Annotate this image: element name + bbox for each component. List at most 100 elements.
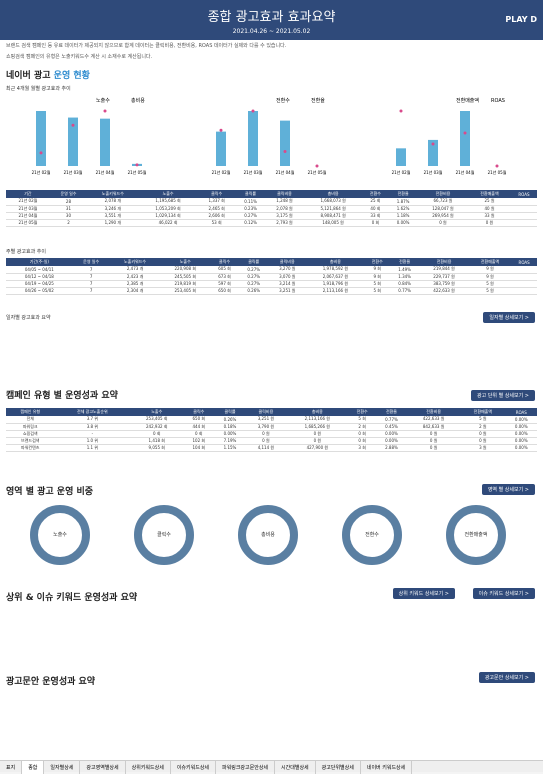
col-header: 전환비용: [419, 258, 469, 266]
table-cell: 0 원: [245, 437, 287, 445]
table-cell: 444 회: [183, 423, 215, 431]
sheet-tab[interactable]: 상위키워드상세: [126, 761, 171, 774]
col-header: 운영 일수: [49, 190, 88, 198]
table-cell: [510, 198, 537, 206]
col-header: ROAS: [505, 408, 537, 416]
table-cell: 219,844 원: [419, 266, 469, 274]
monthly-table: 기간 운영 일수 노출키워드수 노출수 클릭수 클릭률 클릭비용 총비용 전환수 전환율 전환비용 전…: [6, 190, 537, 227]
table-cell: 9 회: [364, 266, 390, 274]
col-header: 전환매출액: [468, 190, 511, 198]
table-cell: 1,195,685 회: [138, 198, 198, 206]
sheet-tab[interactable]: 광고단위별상세: [316, 761, 361, 774]
table-cell: 3,270 원: [268, 266, 307, 274]
top-keyword-detail-button[interactable]: 상위 키워드 상세보기 >: [392, 588, 455, 599]
table-cell: 2,113,166 원: [306, 287, 365, 295]
legend-entry: 전환수: [276, 97, 290, 104]
table-row: 21년 03월 31 3,246 개 1,053,209 회 2,465 회 0.23% 2…: [6, 205, 537, 213]
table-cell: [511, 287, 537, 295]
col-header: 전환비용: [407, 408, 461, 416]
monthly-table-head: 기간 운영 일수 노출키워드수 노출수 클릭수 클릭률 클릭비용 총비용 전환수 전환율 전환비용 전…: [6, 190, 537, 198]
section-naver-title: 네이버 광고 운영 현황: [6, 71, 90, 81]
table-cell: 5,121,864 원: [303, 205, 363, 213]
monthly-table-wrap: 기간 운영 일수 노출키워드수 노출수 클릭수 클릭률 클릭비용 총비용 전환수 전환율 전환비용 전…: [0, 190, 543, 227]
table-cell: 0 원: [468, 219, 511, 227]
x-tick-label: 21년 03월: [424, 169, 443, 175]
col-header: 운영 일수: [72, 258, 110, 266]
line-point: [463, 131, 467, 135]
table-cell: 04/05 ~ 04/11: [6, 266, 73, 274]
line-point: [135, 163, 139, 167]
col-header: 캠페인 유형: [6, 408, 55, 416]
table-cell: 650 회: [210, 287, 240, 295]
col-header: 총비용: [303, 190, 363, 198]
table-cell: 5 원: [468, 287, 512, 295]
sheet-tab[interactable]: 네이버 키워드상세: [361, 761, 413, 774]
sheet-tab[interactable]: 시간대별상세: [275, 761, 316, 774]
legend-entry: 총비용: [131, 97, 145, 104]
section-sentence-title: 광고문안 운영성과 요약: [6, 677, 96, 687]
sheet-tab[interactable]: 파워링크광고문안상세: [216, 761, 276, 774]
table-cell: 1,053,209 회: [138, 205, 198, 213]
campaign-detail-button[interactable]: 광고 단위 별 상세보기 >: [471, 390, 535, 401]
table-cell: 3.7 위: [54, 416, 131, 424]
bar: [216, 131, 226, 166]
table-cell: 파워링크: [6, 423, 55, 431]
table-cell: [510, 205, 537, 213]
table-cell: 0 원: [417, 219, 469, 227]
table-cell: 242,932 회: [130, 423, 184, 431]
sheet-tab[interactable]: 광고영역별상세: [80, 761, 126, 774]
table-cell: 3 원: [460, 444, 506, 452]
legend-entry: 전환율: [311, 97, 325, 104]
table-cell: 0.84%: [389, 280, 420, 288]
line-point: [71, 123, 75, 127]
table-cell: 전체: [6, 416, 55, 424]
weekly-table-head: 기간(주-일) 운영 일수 노출키워드수 노출수 클릭수 클릭률 클릭비용 총비용 전환수 전환율…: [6, 258, 537, 266]
table-cell: 2,473 개: [109, 266, 161, 274]
table-cell: -: [54, 430, 131, 438]
table-cell: 25 회: [362, 198, 389, 206]
table-cell: 3,214 원: [268, 280, 307, 288]
table-cell: 46,022 회: [138, 219, 198, 227]
sheet-tab[interactable]: 종합: [22, 761, 45, 774]
table-row: 21년 02월 28 2,078 개 1,195,685 회 1,337 회 0.11% 1…: [6, 198, 537, 206]
table-cell: 148,005 원: [303, 219, 363, 227]
line-point: [39, 151, 43, 155]
table-cell: 0.23%: [235, 205, 266, 213]
daily-subtitle: 일자별 광고효과 요약: [6, 315, 51, 321]
table-cell: 21년 02월: [6, 198, 50, 206]
table-cell: 7: [72, 266, 110, 274]
daily-detail-button[interactable]: 일자별 상세보기 >: [483, 312, 535, 323]
table-cell: 21년 03월: [6, 205, 50, 213]
table-cell: 0.00%: [505, 437, 537, 445]
legend-entry: 노출수: [96, 97, 110, 104]
table-cell: 04/26 ~ 05/02: [6, 287, 73, 295]
table-cell: 422,633 원: [407, 416, 461, 424]
col-header: 클릭수: [183, 408, 215, 416]
table-cell: 253,405 회: [160, 287, 211, 295]
table-cell: 383,759 원: [419, 280, 469, 288]
brand-logo: PLAY D: [505, 15, 537, 24]
issue-keyword-detail-button[interactable]: 이슈 키워드 상세보기 >: [472, 588, 535, 599]
sheet-tab[interactable]: 표지: [0, 761, 23, 774]
col-header: 전환율: [388, 190, 418, 198]
table-cell: 0 원: [286, 430, 349, 438]
col-header: 노출키워드수: [109, 258, 161, 266]
monthly-conversions-chart: 21년 02월 21년 03월 21년 04월 21년 05월 전환수 전환율: [212, 97, 327, 175]
table-cell: 3,551 개: [87, 212, 139, 220]
bar: [248, 111, 258, 166]
sentence-detail-button[interactable]: 광고문안 상세보기 >: [478, 672, 535, 683]
table-cell: 0 원: [407, 437, 461, 445]
donut-chart: 노출수: [30, 505, 90, 565]
table-cell: 0.00%: [505, 430, 537, 438]
sheet-tab[interactable]: 이슈키워드상세: [171, 761, 217, 774]
col-header: ROAS: [510, 190, 537, 198]
sheet-tab[interactable]: 일자별상세: [44, 761, 81, 774]
col-header: 클릭비용: [268, 258, 307, 266]
table-cell: 3,251 원: [245, 416, 287, 424]
donut-label: 클릭수: [157, 532, 171, 538]
table-cell: 0.27%: [235, 212, 266, 220]
x-tick-label: 21년 04월: [96, 169, 115, 175]
region-detail-button[interactable]: 영역 별 상세보기 >: [481, 484, 535, 495]
